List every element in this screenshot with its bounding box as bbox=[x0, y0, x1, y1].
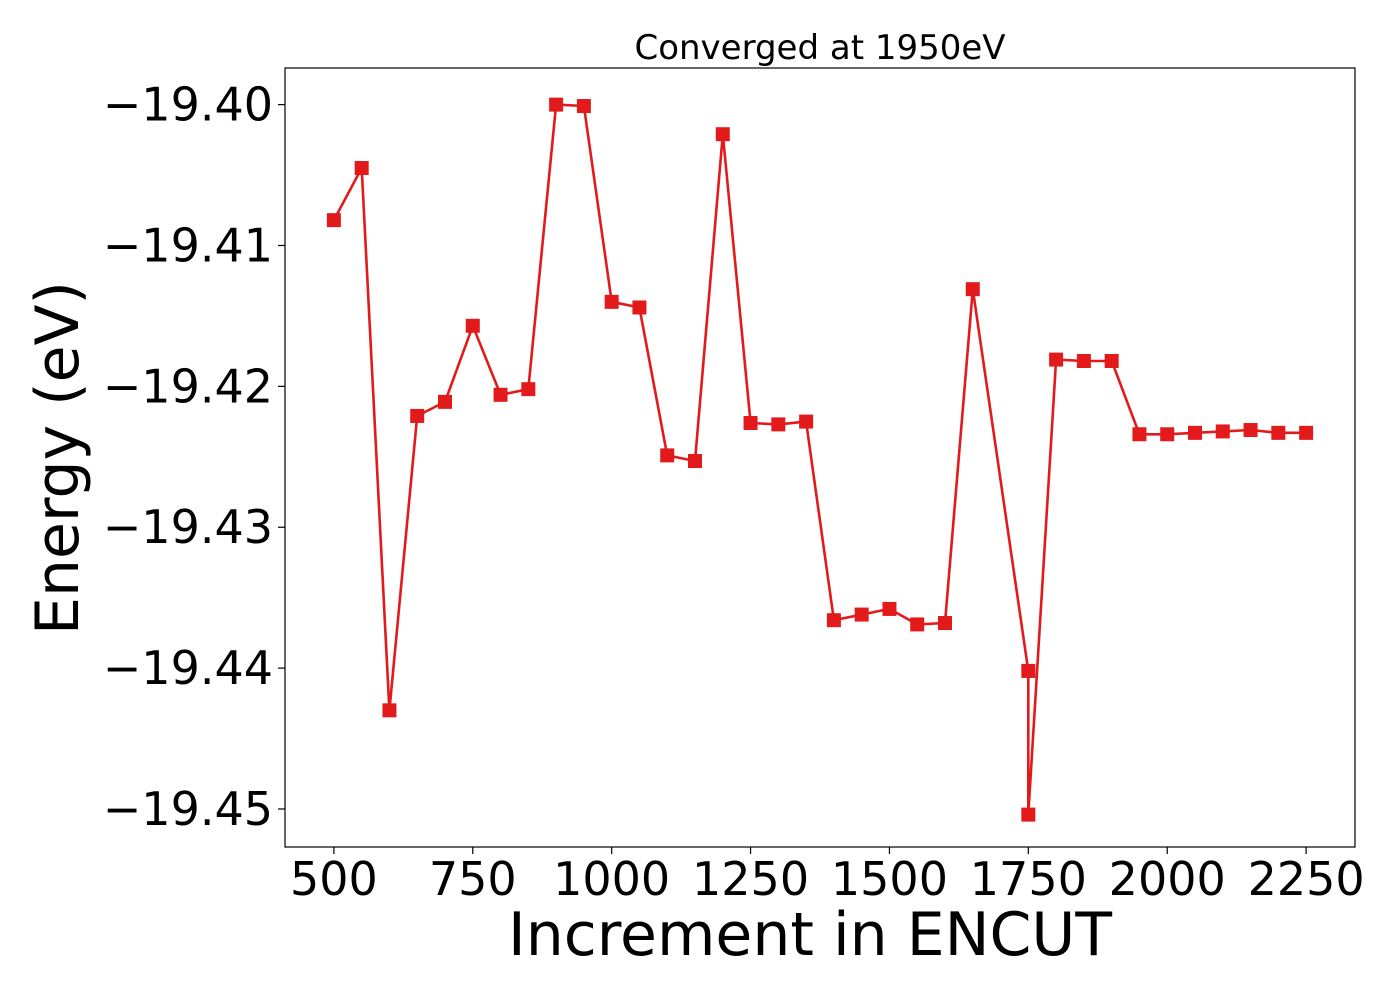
data-point-marker bbox=[882, 601, 897, 616]
x-tick-label: 500 bbox=[290, 852, 378, 906]
x-tick-label: 1000 bbox=[553, 852, 670, 906]
data-point-marker bbox=[1076, 354, 1091, 369]
x-tick-label: 2000 bbox=[1109, 852, 1226, 906]
data-point-marker bbox=[660, 448, 675, 463]
data-point-marker bbox=[1132, 427, 1147, 442]
y-tick-label: −19.40 bbox=[103, 78, 273, 132]
data-point-marker bbox=[549, 97, 564, 112]
data-point-marker bbox=[354, 161, 369, 176]
y-tick-label: −19.41 bbox=[103, 218, 273, 272]
data-point-marker bbox=[438, 394, 452, 409]
x-axis-label: Increment in ENCUT bbox=[508, 900, 1112, 970]
data-point-marker bbox=[465, 318, 480, 333]
data-point-marker bbox=[576, 99, 591, 114]
data-point-marker bbox=[521, 382, 536, 397]
chart-title: Converged at 1950eV bbox=[634, 28, 1005, 68]
y-axis-label: Energy (eV) bbox=[23, 281, 93, 635]
data-point-marker bbox=[326, 213, 341, 228]
data-point-marker bbox=[965, 282, 980, 297]
data-point-marker bbox=[715, 127, 730, 142]
x-tick-label: 1250 bbox=[692, 852, 809, 906]
data-point-marker bbox=[1021, 807, 1036, 822]
data-point-marker bbox=[1021, 663, 1036, 678]
plot-data-layer bbox=[326, 97, 1314, 822]
y-tick-label: −19.42 bbox=[103, 359, 273, 413]
y-tick-label: −19.43 bbox=[103, 500, 273, 554]
data-point-marker bbox=[854, 607, 869, 622]
series-line bbox=[332, 103, 1307, 816]
data-point-marker bbox=[771, 417, 786, 432]
data-point-marker bbox=[1188, 425, 1202, 440]
data-point-marker bbox=[493, 387, 508, 402]
x-tick-label: 1500 bbox=[831, 852, 948, 906]
data-point-marker bbox=[743, 415, 758, 430]
data-point-marker bbox=[688, 454, 702, 469]
data-point-marker bbox=[910, 617, 925, 632]
y-tick-label: −19.45 bbox=[103, 782, 273, 836]
data-point-marker bbox=[938, 616, 952, 631]
data-point-marker bbox=[410, 408, 425, 423]
data-point-marker bbox=[826, 613, 841, 628]
data-point-marker bbox=[1243, 423, 1258, 438]
data-point-marker bbox=[1215, 424, 1230, 439]
data-point-marker bbox=[632, 300, 647, 315]
x-tick-label: 1750 bbox=[970, 852, 1087, 906]
data-point-marker bbox=[604, 294, 619, 309]
y-tick-label: −19.44 bbox=[103, 641, 273, 695]
data-point-marker bbox=[382, 703, 397, 718]
data-point-marker bbox=[1049, 352, 1064, 367]
plot-area-frame bbox=[284, 67, 1356, 848]
x-axis: 500 750 1000 1250 1500 1750 2000 2250 bbox=[290, 847, 1365, 906]
data-point-marker bbox=[1271, 425, 1286, 440]
data-point-marker bbox=[1160, 427, 1175, 442]
x-tick-label: 2250 bbox=[1248, 852, 1365, 906]
y-axis: −19.40 −19.41 −19.42 −19.43 −19.44 −19.45 bbox=[103, 78, 285, 836]
x-tick-label: 750 bbox=[429, 852, 517, 906]
data-point-marker bbox=[799, 414, 814, 429]
data-point-marker bbox=[1104, 354, 1119, 369]
data-point-marker bbox=[1299, 425, 1314, 440]
